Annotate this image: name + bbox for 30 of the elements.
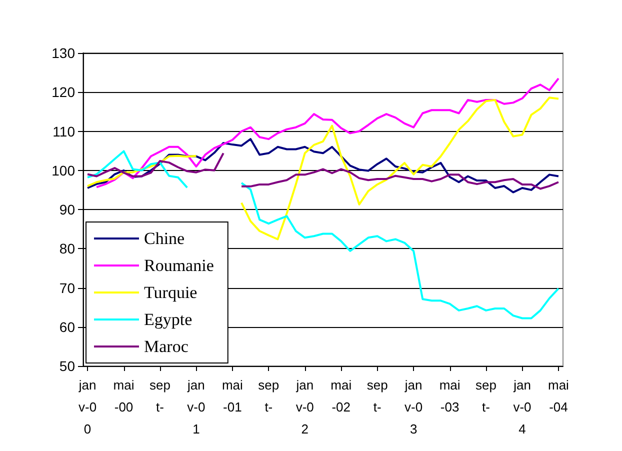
x-tick-label: mai-02	[330, 378, 352, 414]
y-tick-label: 100	[52, 162, 76, 178]
x-tick-label: janv-01	[186, 378, 206, 436]
x-tick-label: sept-	[149, 378, 170, 414]
x-tick-label: janv-04	[512, 378, 532, 436]
legend-label: Maroc	[144, 337, 189, 356]
y-tick-label: 60	[59, 318, 76, 335]
y-tick-label: 70	[59, 280, 76, 296]
y-tick-label: 120	[52, 84, 76, 100]
y-tick-label: 80	[59, 240, 76, 257]
x-tick-label: mai-04	[548, 378, 570, 414]
x-tick-label: sept-	[258, 378, 280, 414]
line-series	[86, 138, 560, 194]
y-tick-label: 50	[59, 358, 76, 374]
x-tick-label: sept-	[366, 378, 388, 414]
x-tick-label: mai-00	[113, 378, 134, 414]
y-tick-label: 90	[59, 202, 76, 218]
x-tick-label: janv-02	[295, 378, 314, 436]
legend-label: Roumanie	[144, 256, 214, 275]
legend-label: Chine	[144, 229, 185, 248]
x-tick-label: janv-00	[78, 378, 97, 436]
x-tick-label: mai-03	[439, 378, 460, 414]
x-tick-label: sept-	[476, 378, 497, 414]
legend-label: Turquie	[144, 283, 198, 302]
x-tick-label: mai-01	[222, 378, 244, 414]
x-tick-label: janv-03	[404, 378, 423, 436]
line-series	[96, 77, 560, 188]
y-tick-label: 130	[52, 45, 76, 61]
y-tick-label: 110	[52, 123, 76, 140]
legend-label: Egypte	[144, 310, 192, 329]
